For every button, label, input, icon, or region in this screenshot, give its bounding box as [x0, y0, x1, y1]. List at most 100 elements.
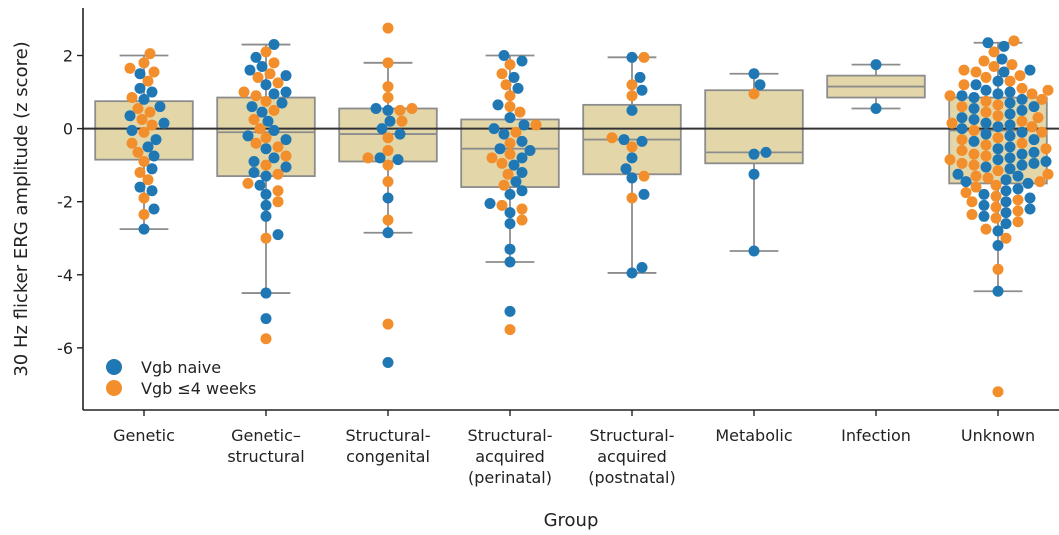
point-vgb-naive [504, 218, 516, 230]
point-vgb-4-weeks [260, 46, 272, 58]
point-vgb-4-weeks [626, 141, 638, 153]
point-vgb-4-weeks [382, 132, 394, 144]
point-vgb-naive [1028, 101, 1040, 113]
point-vgb-naive [870, 103, 882, 114]
point-vgb-naive [1000, 174, 1012, 186]
x-tick-label-line: congenital [346, 447, 430, 466]
point-vgb-4-weeks [132, 103, 144, 114]
point-vgb-naive [516, 152, 528, 164]
point-vgb-naive [748, 168, 760, 180]
x-tick-label: Structural-acquired (perinatal) [468, 426, 553, 487]
legend-label: Vgb ≤4 weeks [141, 379, 256, 398]
point-vgb-naive [504, 207, 516, 219]
point-vgb-naive [154, 101, 166, 113]
point-vgb-naive [394, 128, 406, 140]
point-vgb-4-weeks [980, 150, 992, 162]
point-vgb-4-weeks [496, 199, 508, 211]
points-layer [124, 22, 1054, 398]
point-vgb-4-weeks [990, 212, 1002, 224]
point-vgb-naive [992, 121, 1004, 133]
point-vgb-naive [1016, 148, 1028, 160]
point-vgb-naive [498, 128, 510, 140]
point-vgb-4-weeks [254, 123, 266, 135]
point-vgb-4-weeks [982, 172, 994, 184]
point-vgb-naive [260, 170, 272, 182]
point-vgb-naive [260, 210, 272, 222]
point-vgb-4-weeks [1040, 143, 1052, 155]
point-vgb-naive [504, 188, 516, 200]
point-vgb-4-weeks [530, 119, 542, 131]
point-vgb-naive [498, 50, 510, 62]
point-vgb-naive [382, 227, 394, 239]
point-vgb-naive [504, 112, 516, 124]
point-vgb-naive [492, 99, 504, 111]
y-tick-label: -2 [57, 193, 73, 212]
point-vgb-4-weeks [516, 203, 528, 215]
point-vgb-naive [260, 287, 272, 299]
point-vgb-naive [748, 68, 760, 80]
point-vgb-4-weeks [988, 60, 1000, 72]
point-vgb-naive [1000, 196, 1012, 208]
point-vgb-naive [142, 141, 154, 153]
point-vgb-naive [494, 143, 506, 155]
point-vgb-4-weeks [1026, 88, 1038, 100]
y-tick-label: 2 [63, 47, 73, 66]
x-tick-label-line: Unknown [961, 426, 1035, 445]
legend-marker [106, 380, 122, 396]
point-vgb-naive [1000, 207, 1012, 219]
point-vgb-4-weeks [260, 333, 272, 345]
point-vgb-naive [1004, 108, 1016, 120]
point-vgb-naive [370, 103, 382, 114]
point-vgb-naive [970, 79, 982, 91]
point-vgb-naive [256, 106, 268, 118]
x-tick-label-line: (postnatal) [588, 468, 676, 487]
point-vgb-naive [960, 176, 972, 188]
x-tick-label-line: structural [227, 447, 304, 466]
point-vgb-4-weeks [1042, 84, 1054, 96]
point-vgb-naive [256, 60, 268, 72]
point-vgb-naive [518, 119, 530, 131]
point-vgb-naive [280, 86, 292, 98]
point-vgb-4-weeks [382, 318, 394, 330]
x-axis-title: Group [544, 510, 599, 531]
point-vgb-naive [524, 145, 536, 157]
point-vgb-naive [516, 166, 528, 178]
point-vgb-naive [1004, 119, 1016, 131]
point-vgb-naive [260, 79, 272, 91]
point-vgb-naive [1004, 130, 1016, 142]
x-tick-label: Structural-congenital [346, 426, 431, 466]
point-vgb-naive [260, 313, 272, 325]
point-vgb-naive [126, 124, 138, 136]
point-vgb-4-weeks [960, 187, 972, 199]
point-vgb-4-weeks [382, 81, 394, 93]
point-vgb-naive [1012, 170, 1024, 182]
point-vgb-naive [1004, 141, 1016, 153]
point-vgb-4-weeks [1006, 59, 1018, 71]
axes-layer [82, 8, 1059, 411]
point-vgb-4-weeks [1000, 232, 1012, 244]
point-vgb-4-weeks [990, 201, 1002, 213]
x-ticks: Genetic Genetic– structural Structural-cong… [113, 410, 1035, 487]
point-vgb-naive [146, 86, 158, 98]
point-vgb-4-weeks [980, 223, 992, 235]
point-vgb-4-weeks [486, 152, 498, 164]
point-vgb-4-weeks [992, 263, 1004, 275]
box-group [826, 63, 926, 110]
point-vgb-naive [280, 161, 292, 173]
point-vgb-naive [124, 110, 136, 122]
point-vgb-naive [634, 71, 646, 83]
point-vgb-4-weeks [382, 22, 394, 34]
point-vgb-4-weeks [970, 181, 982, 193]
point-vgb-4-weeks [242, 177, 254, 189]
point-vgb-4-weeks [970, 66, 982, 78]
point-vgb-naive [1016, 159, 1028, 171]
point-vgb-naive [1000, 185, 1012, 197]
point-vgb-naive [992, 88, 1004, 100]
point-vgb-4-weeks [956, 134, 968, 146]
point-vgb-naive [158, 117, 170, 129]
point-vgb-4-weeks [1042, 168, 1054, 180]
point-vgb-naive [254, 179, 266, 191]
point-vgb-naive [980, 128, 992, 140]
point-vgb-4-weeks [144, 48, 156, 60]
